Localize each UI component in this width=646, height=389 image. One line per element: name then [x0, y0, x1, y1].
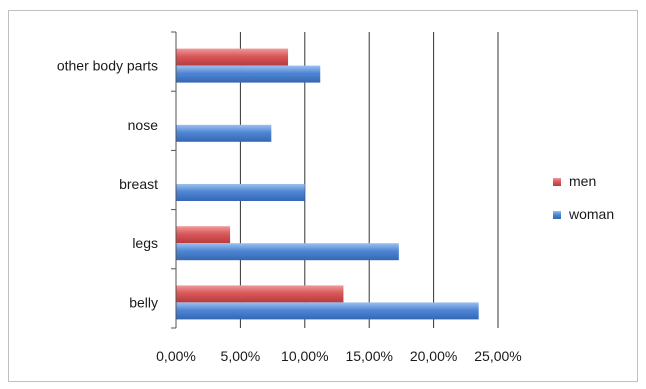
bar-woman	[176, 124, 272, 142]
bar-men	[176, 226, 231, 244]
x-tick-label: 15,00%	[345, 348, 392, 364]
legend: men woman	[553, 173, 614, 222]
bar-men	[176, 285, 344, 303]
legend-label-woman: woman	[568, 206, 614, 222]
category-label: nose	[128, 117, 159, 133]
bar-woman	[176, 184, 305, 201]
bar-woman	[176, 302, 479, 320]
category-label: breast	[119, 176, 158, 192]
bar-woman	[176, 65, 321, 83]
bar-woman	[176, 243, 399, 261]
x-tick-label: 10,00%	[281, 348, 328, 364]
x-tick-label: 5,00%	[221, 348, 261, 364]
category-label: other body parts	[57, 58, 158, 74]
x-tick-label: 20,00%	[410, 348, 457, 364]
bar-men	[176, 48, 289, 66]
bars	[176, 48, 479, 320]
x-tick-label: 0,00%	[156, 348, 196, 364]
category-label: belly	[129, 294, 158, 310]
legend-swatch-men	[553, 178, 561, 186]
x-tick-label: 25,00%	[474, 348, 521, 364]
legend-swatch-woman	[553, 211, 561, 219]
legend-label-men: men	[569, 173, 596, 189]
chart-frame	[8, 10, 638, 382]
axes: 0,00% 5,00% 10,00% 15,00% 20,00% 25,00% belly l…	[57, 31, 522, 364]
category-label: legs	[132, 235, 158, 251]
